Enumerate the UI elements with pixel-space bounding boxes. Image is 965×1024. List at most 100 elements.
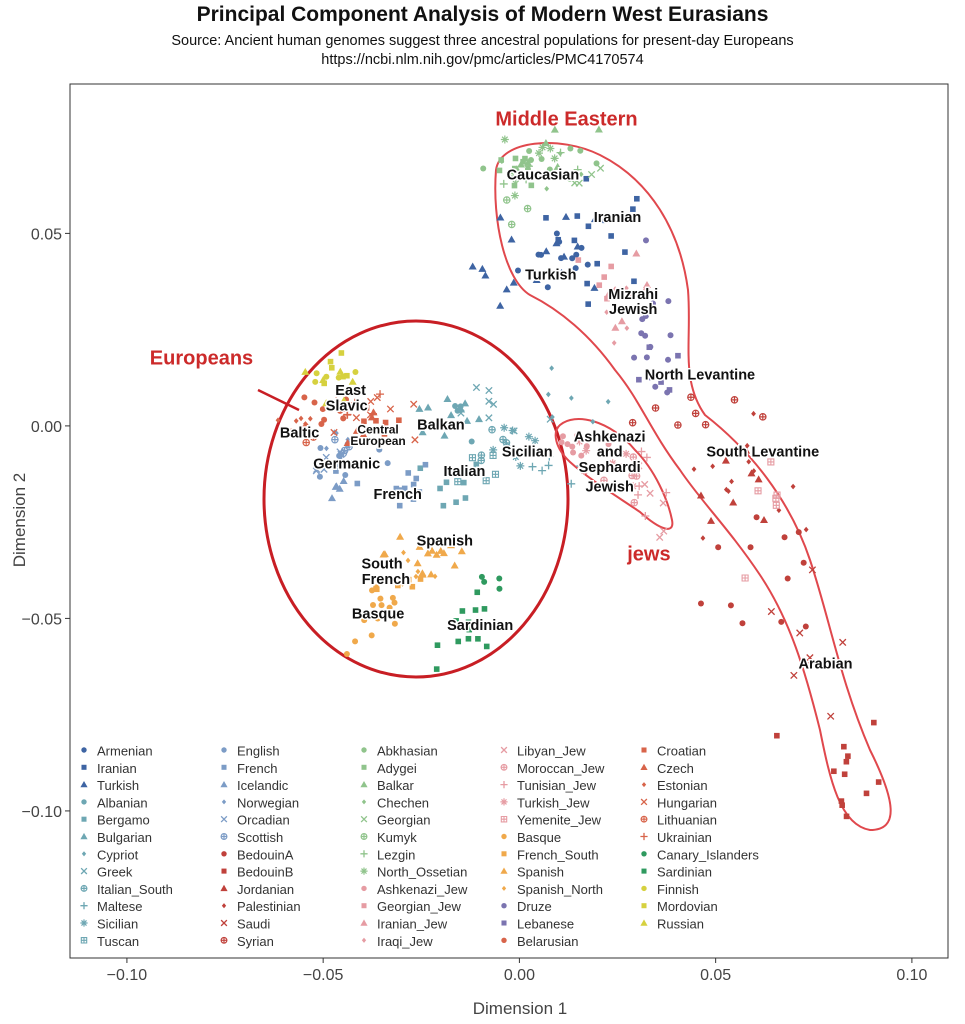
y-tick-label: 0.05 <box>31 226 62 243</box>
cluster-label: Germanic <box>313 456 380 472</box>
legend-item: Tunisian_Jew <box>500 778 597 793</box>
cluster-label: Mizrahi <box>608 287 658 303</box>
data-point <box>843 758 850 765</box>
data-point <box>642 453 651 462</box>
data-point <box>405 576 412 583</box>
series-lezgin <box>499 148 582 188</box>
legend-item: Croatian <box>641 744 706 759</box>
legend-label: Norwegian <box>237 795 299 810</box>
cluster-label: Caucasian <box>507 167 580 183</box>
data-point <box>531 436 540 445</box>
legend-label: Icelandic <box>237 778 289 793</box>
data-point <box>344 372 350 379</box>
data-point <box>389 594 396 601</box>
legend-marker <box>360 850 368 858</box>
legend-item: Cypriot <box>81 847 139 862</box>
data-point <box>557 268 566 276</box>
x-tick-label: 0.00 <box>504 967 535 984</box>
data-point <box>691 409 700 418</box>
legend-marker <box>640 832 648 841</box>
legend-item: Jordanian <box>220 882 294 897</box>
legend-label: Lithuanian <box>657 813 717 828</box>
data-point <box>623 285 629 291</box>
data-point <box>556 148 565 157</box>
data-point <box>376 446 383 453</box>
legend-item: Turkish <box>80 778 139 793</box>
legend-marker <box>220 833 228 840</box>
data-point <box>480 165 487 172</box>
data-point <box>729 498 738 506</box>
data-point <box>666 387 673 393</box>
cluster-label: Iranian <box>594 210 642 226</box>
data-point <box>710 463 716 470</box>
data-point <box>450 561 459 569</box>
legend-label: French_South <box>517 847 599 862</box>
legend-label: Albanian <box>97 795 148 810</box>
legend-marker <box>641 782 647 788</box>
data-point <box>324 445 329 452</box>
data-point <box>331 435 339 444</box>
data-point <box>485 397 493 405</box>
data-point <box>481 578 488 585</box>
data-point <box>457 547 466 555</box>
legend-item: Canary_Islanders <box>641 847 759 862</box>
data-point <box>395 582 401 589</box>
data-point <box>520 158 526 165</box>
legend-item: Ukrainian <box>640 830 712 845</box>
data-point <box>461 399 470 407</box>
series-druze <box>631 237 674 396</box>
legend-marker <box>500 798 508 806</box>
cluster-label: Sardinian <box>447 618 513 634</box>
legend-label: North_Ossetian <box>377 865 467 880</box>
x-tick-label: −0.10 <box>107 967 148 984</box>
data-point <box>482 477 490 485</box>
data-point <box>545 452 554 461</box>
legend-marker <box>501 833 507 840</box>
data-point <box>516 461 525 470</box>
data-point <box>585 301 591 307</box>
data-point <box>594 125 603 133</box>
legend-item: Abkhasian <box>361 744 438 759</box>
data-point <box>447 541 456 549</box>
cluster-label: Slavic <box>326 398 368 414</box>
data-point <box>500 135 509 144</box>
chart-subtitle: Source: Ancient human genomes suggest th… <box>171 33 794 49</box>
legend-label: BedouinA <box>237 847 294 862</box>
data-point <box>726 488 731 495</box>
cluster-label: Italian <box>443 464 485 480</box>
data-point <box>499 158 505 165</box>
series-hungarian <box>330 393 419 444</box>
legend-item: Spanish_North <box>501 882 603 897</box>
legend-label: Sicilian <box>97 917 138 932</box>
legend-item: Greek <box>80 865 133 880</box>
data-point <box>410 496 417 502</box>
series-estonian <box>275 415 313 428</box>
legend-item: French_South <box>501 847 599 862</box>
data-point <box>512 155 519 162</box>
data-point <box>660 527 668 535</box>
data-point <box>767 458 775 466</box>
data-point <box>535 251 542 258</box>
legend-marker <box>81 851 87 857</box>
data-point <box>381 431 388 437</box>
data-point <box>529 171 538 179</box>
europeans-pointer <box>257 388 300 412</box>
data-point <box>522 155 528 162</box>
legend-marker <box>80 919 88 927</box>
data-point <box>515 267 522 274</box>
data-point <box>590 215 599 223</box>
data-point <box>359 430 368 438</box>
data-point <box>528 182 535 189</box>
legend-label: Spanish_North <box>517 882 603 897</box>
series-iranian-jew <box>604 249 651 331</box>
data-point <box>413 559 422 567</box>
data-point <box>481 606 488 612</box>
europeans-outline <box>262 319 570 679</box>
data-point <box>727 602 734 609</box>
legend-label: Cypriot <box>97 847 139 862</box>
legend-label: Belarusian <box>517 934 578 949</box>
data-point <box>428 546 437 554</box>
data-point <box>340 415 347 422</box>
legend-item: Finnish <box>641 882 699 897</box>
data-point <box>741 574 749 582</box>
